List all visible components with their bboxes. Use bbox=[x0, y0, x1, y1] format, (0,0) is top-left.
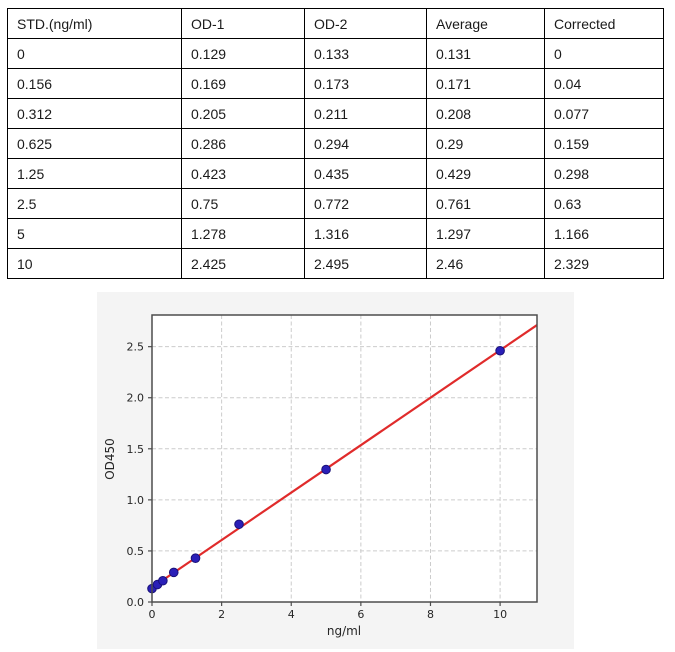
column-header: OD-2 bbox=[304, 8, 427, 39]
table-cell: 0.29 bbox=[426, 128, 545, 159]
standards-table-container: STD.(ng/ml) OD-1 OD-2 Average Corrected 0 0.1… bbox=[7, 8, 664, 279]
table-cell: 1.297 bbox=[426, 218, 545, 249]
table-cell: 1.278 bbox=[181, 218, 305, 249]
standards-table: STD.(ng/ml) OD-1 OD-2 Average Corrected 0 0.1… bbox=[7, 8, 664, 279]
plot-area: 0 2 4 6 8 10 0.0 0.5 1.0 1.5 2.0 2.5 bbox=[127, 314, 538, 621]
table-row: 10 2.425 2.495 2.46 2.329 bbox=[7, 248, 664, 279]
data-point bbox=[168, 567, 179, 578]
table-cell: 2.425 bbox=[181, 248, 305, 279]
table-cell: 0.625 bbox=[7, 128, 182, 159]
table-cell: 0.772 bbox=[304, 188, 427, 219]
table-cell: 0.298 bbox=[544, 158, 664, 189]
table-cell: 2.495 bbox=[304, 248, 427, 279]
table-header-row: STD.(ng/ml) OD-1 OD-2 Average Corrected bbox=[7, 8, 664, 39]
table-cell: 0.133 bbox=[304, 38, 427, 69]
y-tick-label: 2.0 bbox=[127, 392, 145, 405]
x-axis-label: ng/ml bbox=[327, 624, 361, 638]
table-cell: 0.04 bbox=[544, 68, 664, 99]
table-cell: 1.316 bbox=[304, 218, 427, 249]
table-cell: 1.25 bbox=[7, 158, 182, 189]
table-cell: 0.171 bbox=[426, 68, 545, 99]
column-header: Corrected bbox=[544, 8, 664, 39]
table-cell: 0.435 bbox=[304, 158, 427, 189]
table-row: 0.312 0.205 0.211 0.208 0.077 bbox=[7, 98, 664, 129]
table-cell: 0.423 bbox=[181, 158, 305, 189]
x-tick-label: 8 bbox=[427, 608, 434, 621]
table-cell: 0.205 bbox=[181, 98, 305, 129]
table-cell: 2.5 bbox=[7, 188, 182, 219]
y-tick-label: 0.0 bbox=[127, 596, 145, 609]
y-tick-label: 0.5 bbox=[127, 545, 145, 558]
table-cell: 0 bbox=[7, 38, 182, 69]
table-cell: 2.46 bbox=[426, 248, 545, 279]
column-header: Average bbox=[426, 8, 545, 39]
table-row: 2.5 0.75 0.772 0.761 0.63 bbox=[7, 188, 664, 219]
table-row: 0.625 0.286 0.294 0.29 0.159 bbox=[7, 128, 664, 159]
table-cell: 2.329 bbox=[544, 248, 664, 279]
column-header: OD-1 bbox=[181, 8, 305, 39]
table-cell: 0.173 bbox=[304, 68, 427, 99]
x-tick-label: 0 bbox=[149, 608, 156, 621]
table-cell: 0.294 bbox=[304, 128, 427, 159]
y-tick-label: 1.0 bbox=[127, 494, 145, 507]
x-tick-label: 4 bbox=[288, 608, 295, 621]
table-cell: 0.129 bbox=[181, 38, 305, 69]
table-cell: 0.156 bbox=[7, 68, 182, 99]
plot-background bbox=[152, 315, 537, 602]
fit-line bbox=[151, 324, 538, 589]
table-cell: 5 bbox=[7, 218, 182, 249]
standard-curve-figure: 0 2 4 6 8 10 0.0 0.5 1.0 1.5 2.0 2.5 ng/ml OD450 bbox=[97, 292, 574, 649]
data-point bbox=[321, 464, 331, 475]
table-row: 5 1.278 1.316 1.297 1.166 bbox=[7, 218, 664, 249]
table-cell: 0.169 bbox=[181, 68, 305, 99]
table-cell: 0.131 bbox=[426, 38, 545, 69]
x-tick-label: 2 bbox=[218, 608, 225, 621]
table-row: 0.156 0.169 0.173 0.171 0.04 bbox=[7, 68, 664, 99]
table-row: 1.25 0.423 0.435 0.429 0.298 bbox=[7, 158, 664, 189]
x-tick-label: 6 bbox=[357, 608, 364, 621]
table-cell: 1.166 bbox=[544, 218, 664, 249]
table-cell: 0.208 bbox=[426, 98, 545, 129]
table-row: 0 0.129 0.133 0.131 0 bbox=[7, 38, 664, 69]
table-cell: 0.077 bbox=[544, 98, 664, 129]
data-point bbox=[158, 575, 168, 586]
table-cell: 0.429 bbox=[426, 158, 545, 189]
table-cell: 0 bbox=[544, 38, 664, 69]
table-cell: 0.211 bbox=[304, 98, 427, 129]
data-point bbox=[190, 553, 201, 563]
standard-curve-chart: 0 2 4 6 8 10 0.0 0.5 1.0 1.5 2.0 2.5 ng/ml OD450 bbox=[103, 314, 538, 638]
y-tick-label: 2.5 bbox=[127, 341, 145, 354]
table-cell: 0.312 bbox=[7, 98, 182, 129]
table-cell: 0.159 bbox=[544, 128, 664, 159]
table-cell: 0.75 bbox=[181, 188, 305, 219]
table-cell: 0.286 bbox=[181, 128, 305, 159]
y-axis-label: OD450 bbox=[103, 438, 117, 480]
column-header: STD.(ng/ml) bbox=[7, 8, 182, 39]
plot-border bbox=[151, 314, 538, 603]
table-cell: 0.63 bbox=[544, 188, 664, 219]
table-cell: 0.761 bbox=[426, 188, 545, 219]
data-point bbox=[495, 345, 505, 356]
x-tick-label: 10 bbox=[493, 608, 507, 621]
table-cell: 10 bbox=[7, 248, 182, 279]
data-point bbox=[234, 519, 244, 530]
y-tick-label: 1.5 bbox=[127, 443, 145, 456]
